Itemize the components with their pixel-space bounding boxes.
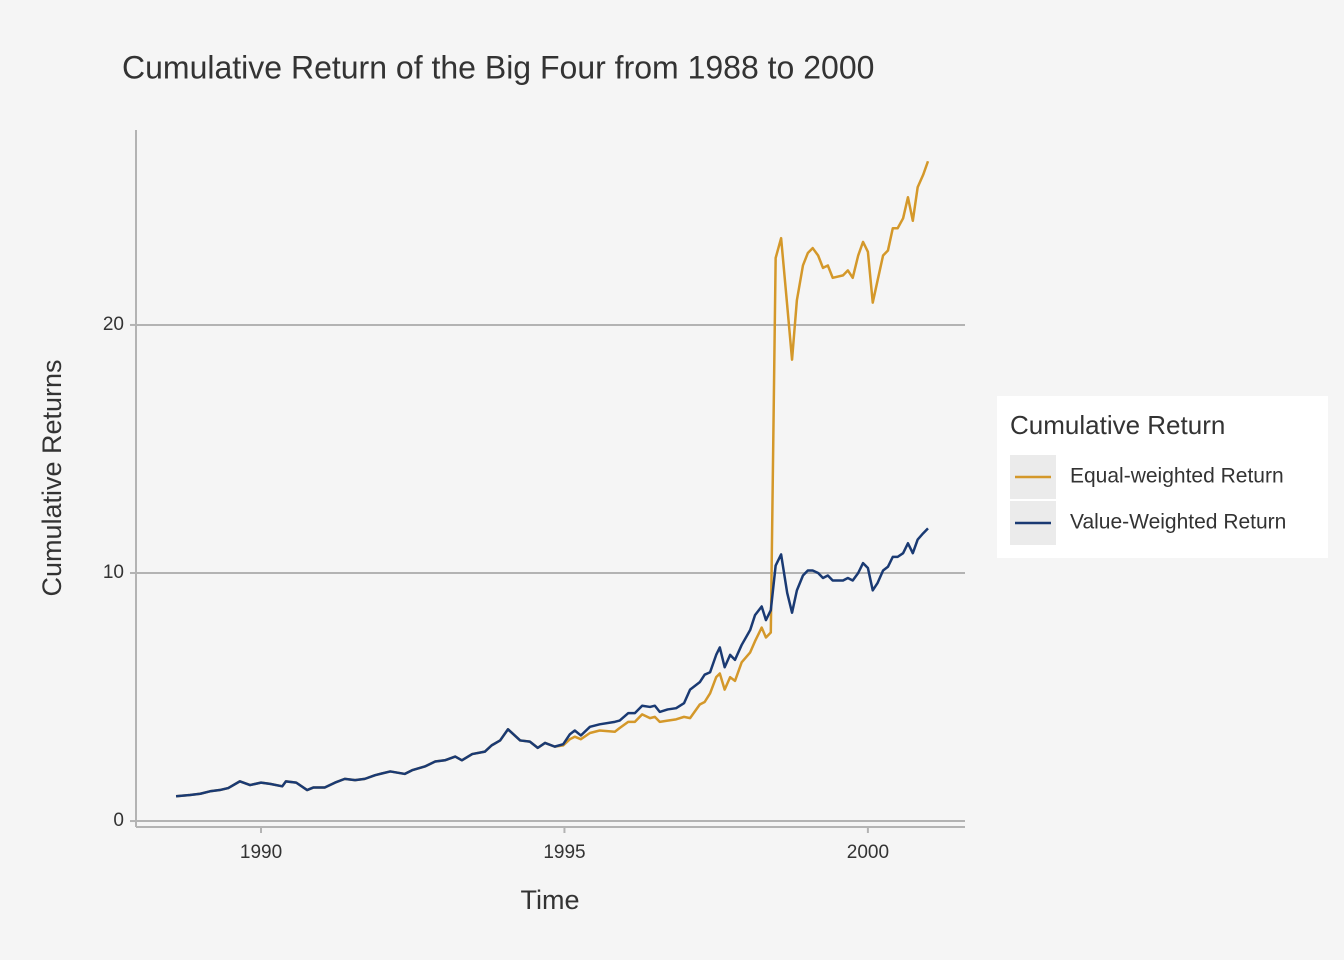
- series-line: [175, 527, 929, 798]
- x-tick-label: 1995: [543, 842, 585, 863]
- y-tick-label: 20: [103, 314, 124, 335]
- y-tick-label: 0: [113, 810, 124, 831]
- legend-label: Value-Weighted Return: [1070, 511, 1286, 534]
- x-tick-label: 2000: [847, 842, 889, 863]
- x-tick-label: 1990: [240, 842, 282, 863]
- x-axis-label: Time: [521, 885, 580, 915]
- chart-title: Cumulative Return of the Big Four from 1…: [122, 49, 874, 85]
- y-tick-label: 10: [103, 562, 124, 583]
- legend-title: Cumulative Return: [1010, 410, 1225, 440]
- y-axis-label: Cumulative Returns: [37, 359, 67, 596]
- legend-label: Equal-weighted Return: [1070, 465, 1284, 488]
